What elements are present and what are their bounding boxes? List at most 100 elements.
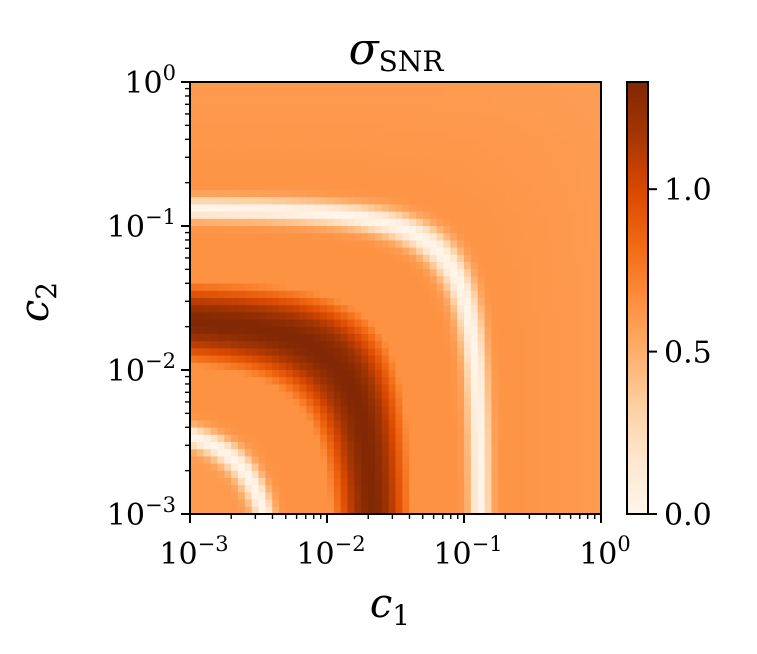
heatmap-cell [244, 132, 253, 141]
heatmap-cell [566, 290, 575, 299]
heatmap-cell [203, 312, 212, 321]
heatmap-cell [566, 434, 575, 443]
heatmap-cell [587, 82, 595, 90]
heatmap-cell [299, 175, 308, 184]
heatmap-cell [436, 355, 445, 364]
heatmap-cell [237, 420, 246, 429]
heatmap-cell [409, 211, 417, 220]
heatmap-cell [237, 262, 246, 270]
heatmap-cell [443, 506, 451, 515]
heatmap-cell [285, 226, 294, 234]
heatmap-cell [470, 190, 479, 198]
heatmap-cell [429, 463, 438, 472]
heatmap-cell [210, 326, 218, 335]
heatmap-cell [203, 370, 212, 378]
heatmap-cell [231, 420, 239, 429]
heatmap-cell [285, 161, 294, 169]
heatmap-cell [292, 89, 301, 97]
heatmap-cell [422, 506, 431, 515]
heatmap-cell [580, 110, 588, 119]
heatmap-cell [505, 154, 513, 162]
heatmap-cell [436, 226, 445, 234]
heatmap-cell [546, 226, 554, 234]
heatmap-cell [395, 103, 403, 112]
heatmap-cell [409, 125, 417, 133]
heatmap-cell [361, 506, 369, 515]
heatmap-cell [422, 406, 431, 414]
heatmap-cell [580, 370, 588, 378]
heatmap-cell [203, 233, 212, 241]
heatmap-cell [354, 262, 362, 270]
heatmap-cell [498, 463, 506, 472]
heatmap-cell [272, 226, 280, 234]
heatmap-cell [402, 118, 410, 126]
heatmap-cell [327, 204, 335, 213]
heatmap-cell [279, 197, 287, 205]
heatmap-cell [299, 82, 308, 90]
heatmap-cell [422, 125, 431, 133]
heatmap-cell [422, 463, 431, 472]
heatmap-cell [279, 456, 287, 465]
heatmap-cell [361, 204, 369, 213]
heatmap-cell [381, 434, 390, 443]
heatmap-cell [340, 190, 349, 198]
heatmap-cell [388, 341, 397, 349]
heatmap-cell [477, 132, 486, 141]
heatmap-cell [477, 319, 486, 328]
heatmap-cell [388, 146, 397, 155]
heatmap-cell [306, 96, 314, 105]
heatmap-cell [580, 146, 588, 155]
heatmap-cell [354, 269, 362, 277]
heatmap-cell [498, 182, 506, 191]
heatmap-cell [368, 262, 376, 270]
heatmap-cell [539, 218, 547, 227]
heatmap-cell [299, 118, 308, 126]
heatmap-cell [320, 442, 328, 450]
heatmap-cell [272, 247, 280, 256]
heatmap-cell [594, 334, 602, 342]
heatmap-cell [491, 370, 499, 378]
heatmap-cell [354, 283, 362, 292]
heatmap-cell [196, 161, 205, 169]
heatmap-cell [196, 434, 205, 443]
heatmap-cell [457, 110, 465, 119]
y-axis-label-symbol: c [12, 300, 58, 322]
heatmap-cell [313, 326, 321, 335]
heatmap-cell [265, 377, 273, 385]
heatmap-cell [272, 82, 280, 90]
heatmap-cell [395, 262, 403, 270]
heatmap-cell [361, 211, 369, 220]
heatmap-cell [477, 240, 486, 249]
heatmap-cell [511, 146, 520, 155]
heatmap-cell [511, 377, 520, 385]
heatmap-cell [518, 434, 527, 443]
heatmap-cell [313, 89, 321, 97]
heatmap-cell [484, 370, 492, 378]
heatmap-cell [231, 370, 239, 378]
heatmap-cell [491, 82, 499, 90]
heatmap-cell [313, 197, 321, 205]
heatmap-cell [292, 348, 301, 357]
heatmap-cell [327, 506, 335, 515]
heatmap-cell [457, 463, 465, 472]
heatmap-cell [532, 82, 540, 90]
heatmap-cell [306, 506, 314, 515]
heatmap-cell [402, 96, 410, 105]
heatmap-cell [203, 146, 212, 155]
heatmap-cell [409, 118, 417, 126]
heatmap-cell [559, 190, 568, 198]
heatmap-cell [361, 298, 369, 306]
heatmap-cell [594, 499, 602, 508]
heatmap-cell [354, 211, 362, 220]
heatmap-cell [443, 139, 451, 148]
heatmap-cell [450, 110, 458, 119]
heatmap-cell [313, 506, 321, 515]
heatmap-cell [436, 146, 445, 155]
heatmap-cell [279, 406, 287, 414]
heatmap-cell [354, 492, 362, 501]
heatmap-cell [416, 118, 424, 126]
heatmap-cell [272, 326, 280, 335]
heatmap-cell [347, 96, 355, 105]
heatmap-cell [594, 319, 602, 328]
heatmap-cell [299, 485, 308, 493]
